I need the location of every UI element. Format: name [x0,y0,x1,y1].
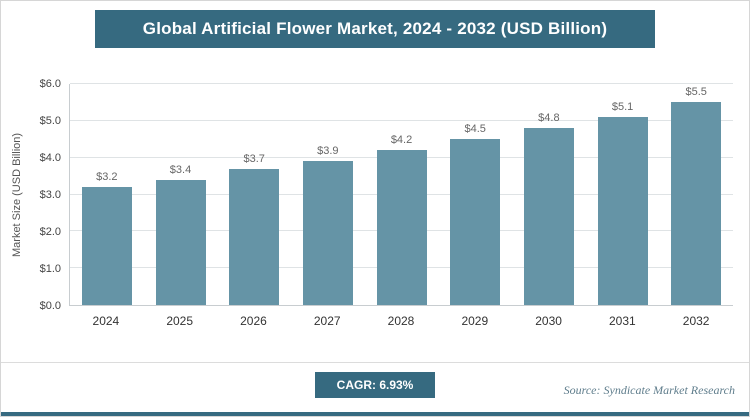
bar-slot: $3.2 [70,84,144,305]
bar-slot: $5.5 [659,84,733,305]
y-axis-title: Market Size (USD Billion) [11,132,23,258]
bar-data-label: $3.7 [243,152,265,165]
y-tick-label: $0.0 [39,300,61,312]
x-axis-label: 2030 [535,314,562,328]
y-tick-label: $6.0 [39,78,61,90]
x-axis-label: 2027 [313,314,341,328]
bar-data-label: $3.9 [317,145,339,158]
x-axis-label: 2031 [609,314,636,328]
bar-slot: $4.5 [438,84,512,305]
bar-slot: $5.1 [586,84,660,305]
x-axis-label: 2024 [92,314,120,328]
bar [671,102,722,305]
chart-title: Global Artificial Flower Market, 2024 - … [142,19,608,38]
x-axis-labels: 2024 2025 2026 2027 2028 2029 2030 2031 2032 [69,306,733,328]
bar-data-label: $4.2 [390,134,413,147]
cagr-badge: CAGR: 6.93% [315,372,435,398]
x-axis: 2024 2025 2026 2027 2028 2029 2030 2031 2032 [11,306,733,328]
x-axis-label: 2025 [166,314,194,328]
bar [81,187,132,305]
chart-title-bar: Global Artificial Flower Market, 2024 - … [95,10,655,48]
bar [376,150,427,305]
y-tick-label: $3.0 [39,189,61,201]
plot-area: $3.2 $3.4 $3.7 $3.9 $4.2 $4.5 $4.8 $5.1 $5.5 [69,83,733,306]
bar [597,117,648,305]
bar-slot: $4.8 [512,84,586,305]
source-text: Source: Syndicate Market Research [563,383,735,397]
bar-slot: $3.9 [291,84,365,305]
bar [302,161,353,305]
y-tick-label: $2.0 [39,226,61,239]
bar-data-label: $4.5 [464,123,486,136]
bar [155,179,206,305]
y-tick-label: $5.0 [39,115,61,127]
bar-data-label: $5.1 [611,101,634,114]
bar [229,168,280,305]
bars-container: $3.2 $3.4 $3.7 $3.9 $4.2 $4.5 $4.8 $5.1 $5.5 [70,84,733,305]
x-axis-label: 2029 [461,314,489,328]
y-tick-label: $4.0 [39,152,61,165]
footer: CAGR: 6.93% Source: Syndicate Market Res… [1,362,749,410]
bar-slot: $4.2 [365,84,439,305]
x-axis-label: 2028 [387,314,415,328]
bar-slot: $3.7 [217,84,291,305]
bar-slot: $3.4 [144,84,218,305]
bottom-accent-bar [1,412,749,416]
gridline [70,119,733,121]
bar-data-label: $4.8 [538,112,560,125]
gridline [70,83,733,84]
chart-area: Market Size (USD Billion) $0.0 $1.0 $2.0 $3… [11,78,733,312]
y-axis-ticks: $0.0 $1.0 $2.0 $3.0 $4.0 $5.0 $6.0 [29,78,69,312]
bar-data-label: $3.2 [96,171,118,184]
x-axis-label: 2032 [682,314,710,328]
bar [450,139,501,305]
y-tick-label: $1.0 [39,263,61,276]
bar-data-label: $5.5 [685,86,707,99]
x-axis-label: 2026 [240,314,267,328]
bar [523,128,574,305]
bar-data-label: $3.4 [169,163,192,176]
